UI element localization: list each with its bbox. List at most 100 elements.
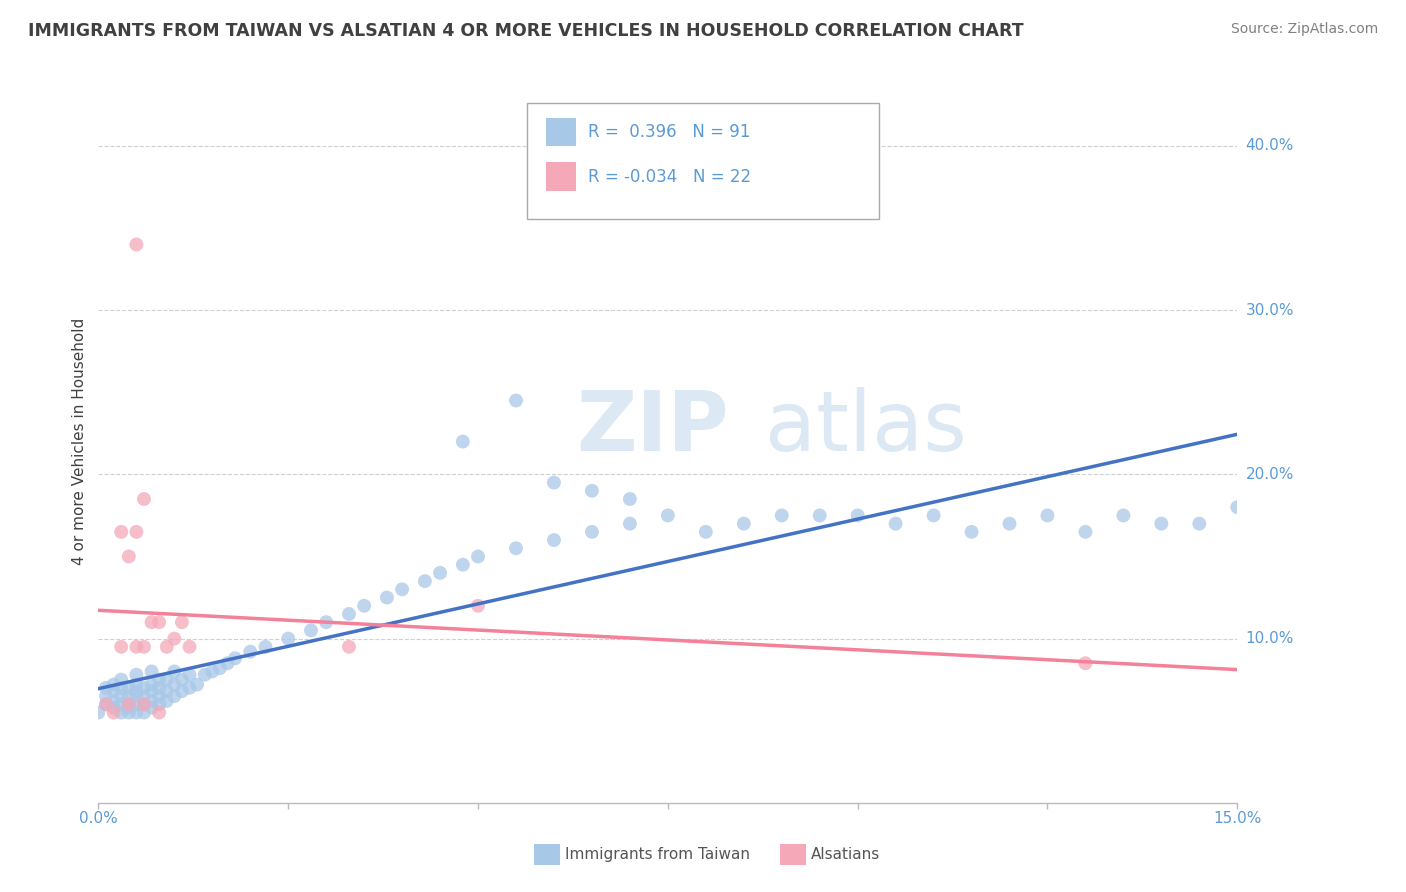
Text: ZIP: ZIP bbox=[576, 386, 730, 467]
Point bbox=[110, 673, 132, 687]
Point bbox=[132, 706, 155, 720]
Point bbox=[179, 681, 201, 695]
Point bbox=[186, 677, 208, 691]
Point bbox=[163, 665, 186, 679]
Point bbox=[163, 677, 186, 691]
Point bbox=[505, 393, 527, 408]
Point bbox=[179, 640, 201, 654]
Point bbox=[103, 706, 125, 720]
Point bbox=[132, 681, 155, 695]
Point bbox=[170, 615, 193, 630]
Point bbox=[110, 681, 132, 695]
Point bbox=[148, 673, 170, 687]
Point bbox=[467, 549, 489, 564]
Point bbox=[132, 491, 155, 506]
Text: 40.0%: 40.0% bbox=[1246, 138, 1294, 153]
Point bbox=[94, 698, 117, 712]
Point bbox=[619, 516, 641, 531]
Point bbox=[125, 667, 148, 681]
Point bbox=[156, 673, 179, 687]
Point bbox=[163, 632, 186, 646]
Point bbox=[118, 706, 141, 720]
Point bbox=[391, 582, 413, 597]
Point bbox=[315, 615, 337, 630]
Point bbox=[451, 558, 474, 572]
Point bbox=[960, 524, 983, 539]
Point bbox=[141, 684, 163, 698]
Point bbox=[118, 681, 141, 695]
Point bbox=[413, 574, 436, 588]
Point bbox=[118, 698, 141, 712]
Point bbox=[998, 516, 1021, 531]
Point bbox=[922, 508, 945, 523]
Y-axis label: 4 or more Vehicles in Household: 4 or more Vehicles in Household bbox=[72, 318, 87, 566]
Point bbox=[94, 698, 117, 712]
Point bbox=[337, 607, 360, 621]
Point bbox=[1188, 516, 1211, 531]
Text: R = -0.034   N = 22: R = -0.034 N = 22 bbox=[588, 168, 751, 186]
Point bbox=[141, 677, 163, 691]
Point bbox=[1112, 508, 1135, 523]
Point bbox=[505, 541, 527, 556]
Point bbox=[884, 516, 907, 531]
Point bbox=[103, 677, 125, 691]
Point bbox=[1226, 500, 1249, 515]
Point bbox=[156, 684, 179, 698]
Point bbox=[125, 689, 148, 703]
Point bbox=[132, 698, 155, 712]
Point bbox=[657, 508, 679, 523]
Point bbox=[451, 434, 474, 449]
Point bbox=[125, 237, 148, 252]
Point bbox=[141, 665, 163, 679]
Point bbox=[217, 657, 239, 671]
Point bbox=[543, 475, 565, 490]
Text: 15.0%: 15.0% bbox=[1213, 811, 1261, 826]
Point bbox=[125, 684, 148, 698]
Point bbox=[208, 661, 231, 675]
Point bbox=[110, 706, 132, 720]
Point bbox=[110, 524, 132, 539]
Point bbox=[110, 689, 132, 703]
Point bbox=[770, 508, 793, 523]
Point bbox=[170, 684, 193, 698]
Point bbox=[103, 694, 125, 708]
Point bbox=[141, 694, 163, 708]
Point bbox=[581, 483, 603, 498]
Point bbox=[224, 651, 246, 665]
Point bbox=[148, 615, 170, 630]
Point bbox=[148, 689, 170, 703]
Point bbox=[277, 632, 299, 646]
Point bbox=[1074, 657, 1097, 671]
Point bbox=[1036, 508, 1059, 523]
Point bbox=[103, 700, 125, 714]
Point bbox=[125, 698, 148, 712]
Point bbox=[1074, 524, 1097, 539]
Point bbox=[299, 624, 322, 638]
Point bbox=[141, 615, 163, 630]
Point bbox=[110, 640, 132, 654]
Point bbox=[141, 700, 163, 714]
Point bbox=[846, 508, 869, 523]
Point bbox=[467, 599, 489, 613]
Point bbox=[94, 689, 117, 703]
Point bbox=[148, 698, 170, 712]
Text: Alsatians: Alsatians bbox=[811, 847, 880, 862]
Point bbox=[118, 700, 141, 714]
Text: 10.0%: 10.0% bbox=[1246, 632, 1294, 646]
Point bbox=[132, 689, 155, 703]
Point bbox=[543, 533, 565, 547]
Point bbox=[808, 508, 831, 523]
Text: 0.0%: 0.0% bbox=[79, 811, 118, 826]
Text: Immigrants from Taiwan: Immigrants from Taiwan bbox=[565, 847, 751, 862]
Point bbox=[194, 667, 217, 681]
Text: 20.0%: 20.0% bbox=[1246, 467, 1294, 482]
Point bbox=[148, 681, 170, 695]
Point bbox=[375, 591, 398, 605]
Point bbox=[125, 524, 148, 539]
Point bbox=[429, 566, 451, 580]
Point bbox=[148, 706, 170, 720]
Point bbox=[118, 549, 141, 564]
Point bbox=[118, 698, 141, 712]
Text: 30.0%: 30.0% bbox=[1246, 302, 1294, 318]
Point bbox=[733, 516, 755, 531]
